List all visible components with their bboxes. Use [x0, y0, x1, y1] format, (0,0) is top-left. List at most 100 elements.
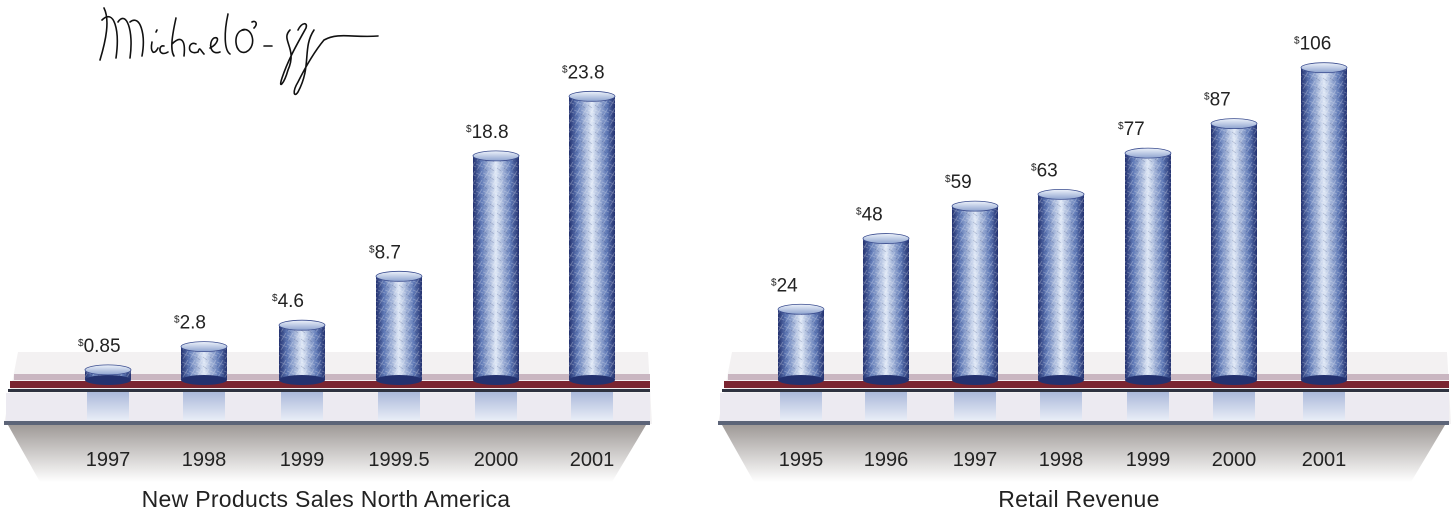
value-label-new-products-1998: $2.8 — [174, 313, 206, 334]
value-label-retail-revenue-1997: $59 — [945, 172, 972, 193]
category-label-new-products-2001: 2001 — [570, 449, 615, 471]
bar-texture — [1211, 123, 1257, 381]
bar-base — [1211, 375, 1257, 385]
bar-reflection — [1303, 392, 1345, 420]
bar-base — [279, 375, 325, 385]
bar-retail-revenue-2001 — [1300, 62, 1348, 420]
bar-reflection — [954, 392, 996, 420]
category-label-new-products-2000: 2000 — [474, 449, 519, 471]
platform-red-stripe — [724, 381, 1449, 388]
bar-base — [1038, 375, 1084, 385]
bar-retail-revenue-2000 — [1210, 118, 1258, 420]
bar-base — [376, 375, 422, 385]
bar-reflection — [780, 392, 822, 420]
value-label-new-products-1999.5: $8.7 — [369, 242, 401, 263]
bar-reflection — [281, 392, 323, 420]
bar-retail-revenue-1997 — [951, 200, 999, 420]
bar-new-products-1998 — [180, 341, 228, 420]
value-label-retail-revenue-2000: $87 — [1204, 90, 1231, 111]
bars-layer — [84, 62, 1348, 420]
bar-reflection — [1213, 392, 1255, 420]
bar-texture — [473, 155, 519, 380]
category-label-retail-revenue-2000: 2000 — [1212, 449, 1257, 471]
bar-base — [1301, 375, 1347, 385]
bar-texture — [1125, 153, 1171, 380]
bar-base — [473, 375, 519, 385]
platform-dark-line — [722, 389, 1449, 392]
bar-texture — [952, 206, 998, 380]
bar-texture — [778, 309, 824, 380]
value-label-retail-revenue-1999: $77 — [1118, 119, 1145, 140]
bar-new-products-2000 — [472, 150, 520, 420]
bar-texture — [1038, 194, 1084, 380]
bar-reflection — [475, 392, 517, 420]
bar-reflection — [865, 392, 907, 420]
platform-red-stripe — [10, 381, 650, 388]
bar-base — [863, 375, 909, 385]
category-label-new-products-1999.5: 1999.5 — [368, 449, 429, 471]
value-label-retail-revenue-2001: $106 — [1294, 34, 1331, 55]
bar-new-products-1999 — [278, 319, 326, 420]
value-label-new-products-2000: $18.8 — [466, 122, 509, 143]
category-label-retail-revenue-1995: 1995 — [779, 449, 824, 471]
chart-title-retail-revenue: Retail Revenue — [998, 486, 1160, 512]
bar-new-products-2001 — [568, 90, 616, 420]
category-label-retail-revenue-1998: 1998 — [1039, 449, 1084, 471]
category-label-new-products-1997: 1997 — [86, 449, 131, 471]
bar-base — [778, 375, 824, 385]
bar-texture — [863, 238, 909, 380]
bar-cap — [375, 270, 423, 282]
category-label-new-products-1998: 1998 — [182, 449, 227, 471]
platform-shadow — [8, 425, 646, 482]
bar-cap — [84, 364, 132, 376]
labels-layer: $0.85 1997 $2.8 1998 $4.6 1999 $8.7 1999.5 $18.8… — [78, 34, 1346, 471]
category-label-retail-revenue-1997: 1997 — [953, 449, 998, 471]
value-label-retail-revenue-1995: $24 — [771, 275, 798, 296]
platform-edge — [718, 421, 1449, 425]
bar-cap — [278, 319, 326, 331]
bar-reflection — [378, 392, 420, 420]
bar-base — [1125, 375, 1171, 385]
bar-cap — [1210, 118, 1258, 130]
platform-dark-line — [8, 389, 650, 392]
bar-cap — [1037, 188, 1085, 200]
platform-band — [728, 374, 1449, 380]
bar-texture — [279, 325, 325, 380]
category-label-retail-revenue-1996: 1996 — [864, 449, 909, 471]
bar-reflection — [87, 392, 129, 420]
bar-base — [85, 375, 131, 385]
bar-retail-revenue-1995 — [777, 303, 825, 420]
bar-cap — [180, 341, 228, 353]
bar-texture — [1301, 67, 1347, 380]
bar-reflection — [571, 392, 613, 420]
value-label-retail-revenue-1998: $63 — [1031, 160, 1058, 181]
bar-texture — [569, 96, 615, 380]
bar-cap — [1300, 62, 1348, 74]
bar-base — [952, 375, 998, 385]
bar-cap — [472, 150, 520, 162]
category-label-new-products-1999: 1999 — [280, 449, 325, 471]
bar-cap — [1124, 147, 1172, 159]
bar-cap — [951, 200, 999, 212]
bar-reflection — [1040, 392, 1082, 420]
platform-shadow — [722, 425, 1445, 482]
bar-texture — [376, 276, 422, 380]
bar-new-products-1999.5 — [375, 270, 423, 420]
bar-base — [181, 375, 227, 385]
bar-new-products-1997 — [84, 364, 132, 420]
signature-image — [99, 7, 379, 96]
bar-retail-revenue-1999 — [1124, 147, 1172, 420]
platform-edge — [4, 421, 650, 425]
value-label-new-products-1999: $4.6 — [272, 291, 304, 312]
value-label-new-products-1997: $0.85 — [78, 336, 121, 357]
bar-base — [569, 375, 615, 385]
platform-band — [14, 374, 650, 380]
category-label-retail-revenue-2001: 2001 — [1302, 449, 1347, 471]
value-label-new-products-2001: $23.8 — [562, 62, 605, 83]
bar-texture — [181, 346, 227, 380]
chart-title-new-products: New Products Sales North America — [141, 486, 511, 512]
bar-reflection — [183, 392, 225, 420]
bar-reflection — [1127, 392, 1169, 420]
category-label-retail-revenue-1999: 1999 — [1126, 449, 1171, 471]
